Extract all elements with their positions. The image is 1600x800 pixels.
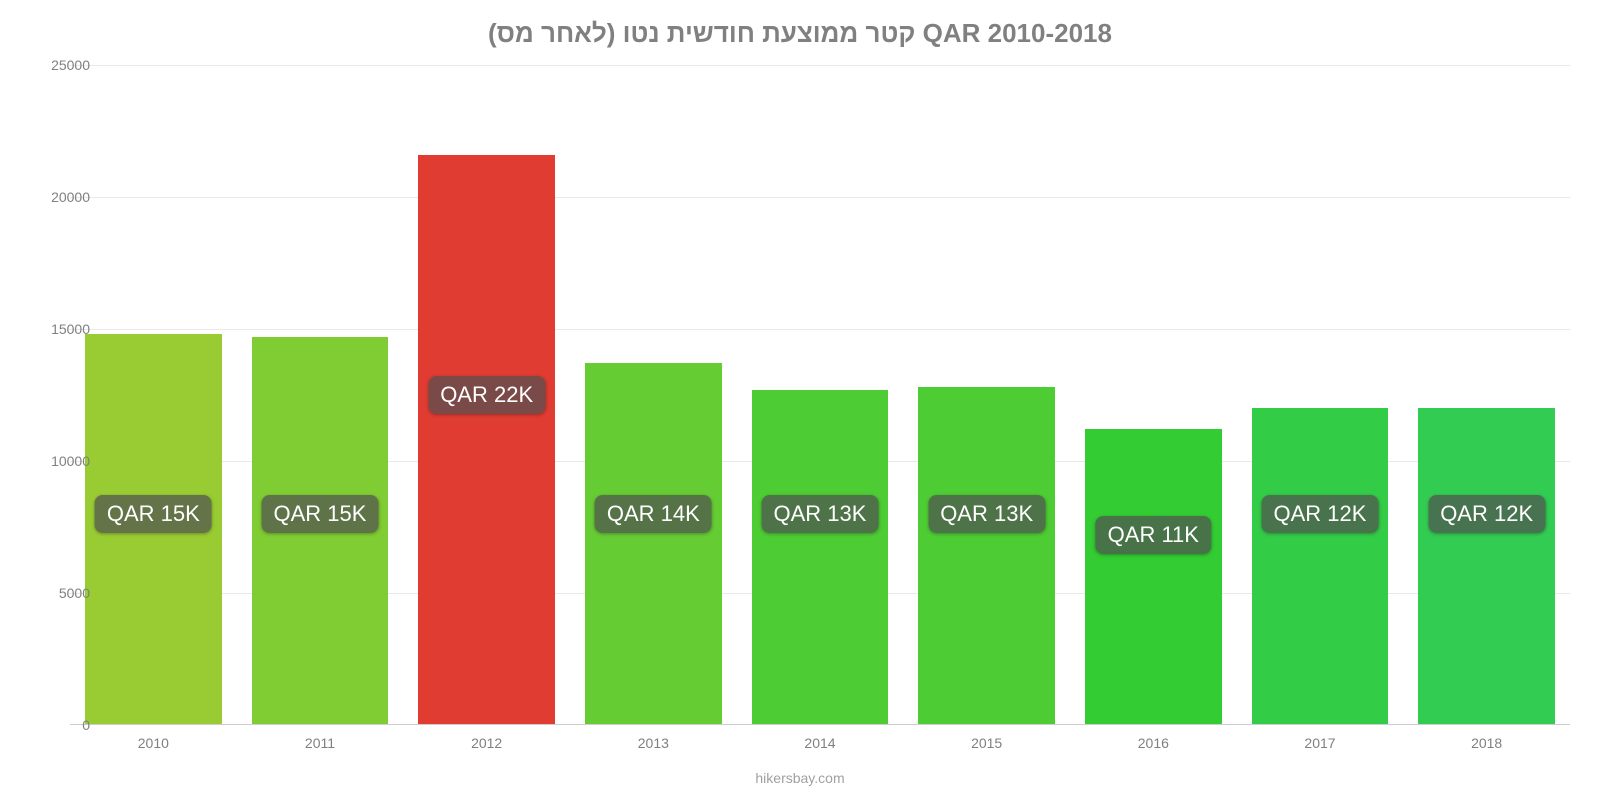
x-tick-label: 2013 <box>638 735 669 751</box>
x-tick-label: 2011 <box>305 735 335 751</box>
x-tick-label: 2015 <box>971 735 1002 751</box>
x-tick-label: 2012 <box>471 735 502 751</box>
bar-slot: QAR 14K2013 <box>570 65 737 725</box>
bar-slot: QAR 13K2014 <box>737 65 904 725</box>
bar-value-label: QAR 22K <box>428 376 545 414</box>
y-tick-label: 10000 <box>30 453 90 469</box>
bar <box>1085 429 1222 725</box>
salary-chart: קטר ממוצעת חודשית נטו (לאחר מס) QAR 2010… <box>0 0 1600 800</box>
bar-value-label: QAR 11K <box>1096 516 1211 554</box>
bar-slot: QAR 12K2018 <box>1403 65 1570 725</box>
x-tick-label: 2016 <box>1138 735 1169 751</box>
bar-value-label: QAR 15K <box>262 495 379 533</box>
bar-value-label: QAR 13K <box>762 495 879 533</box>
bar-slot: QAR 22K2012 <box>403 65 570 725</box>
y-tick-label: 0 <box>30 717 90 733</box>
bar-value-label: QAR 12K <box>1262 495 1379 533</box>
bar-value-label: QAR 15K <box>95 495 212 533</box>
bar <box>585 363 722 725</box>
y-tick-label: 5000 <box>30 585 90 601</box>
bar-slot: QAR 15K2010 <box>70 65 237 725</box>
bar <box>1418 408 1555 725</box>
x-tick-label: 2017 <box>1304 735 1335 751</box>
bar-value-label: QAR 14K <box>595 495 712 533</box>
bar <box>752 390 889 725</box>
source-label: hikersbay.com <box>0 770 1600 786</box>
y-tick-label: 25000 <box>30 57 90 73</box>
bar-slot: QAR 12K2017 <box>1237 65 1404 725</box>
bar <box>418 155 555 725</box>
x-tick-label: 2014 <box>804 735 835 751</box>
x-tick-label: 2018 <box>1471 735 1502 751</box>
bar-slot: QAR 15K2011 <box>237 65 404 725</box>
bars-container: QAR 15K2010QAR 15K2011QAR 22K2012QAR 14K… <box>70 65 1570 725</box>
bar-slot: QAR 13K2015 <box>903 65 1070 725</box>
chart-title: קטר ממוצעת חודשית נטו (לאחר מס) QAR 2010… <box>0 18 1600 49</box>
plot-area: QAR 15K2010QAR 15K2011QAR 22K2012QAR 14K… <box>70 65 1570 725</box>
x-axis-baseline <box>70 724 1570 725</box>
bar-value-label: QAR 12K <box>1428 495 1545 533</box>
bar <box>918 387 1055 725</box>
bar-slot: QAR 11K2016 <box>1070 65 1237 725</box>
bar-value-label: QAR 13K <box>928 495 1045 533</box>
y-tick-label: 15000 <box>30 321 90 337</box>
x-tick-label: 2010 <box>138 735 169 751</box>
y-tick-label: 20000 <box>30 189 90 205</box>
bar <box>1252 408 1389 725</box>
